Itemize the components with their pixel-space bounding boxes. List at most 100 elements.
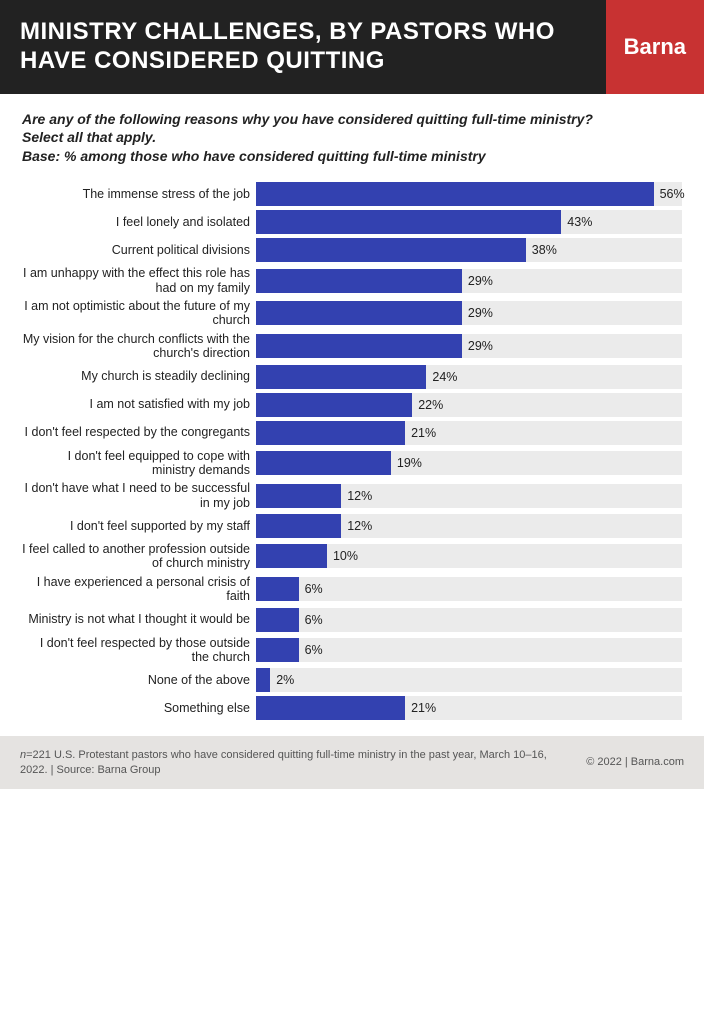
chart-row: I don't feel supported by my staff12% — [22, 514, 682, 538]
bar-track: 12% — [256, 484, 682, 508]
bar-value: 22% — [412, 398, 443, 412]
bar-label: Ministry is not what I thought it would … — [22, 612, 256, 626]
chart-row: Ministry is not what I thought it would … — [22, 608, 682, 632]
bar-label: None of the above — [22, 673, 256, 687]
bar-track: 56% — [256, 182, 682, 206]
bar-value: 19% — [391, 456, 422, 470]
bar-fill: 29% — [256, 334, 462, 358]
bar-value: 6% — [299, 643, 323, 657]
chart-row: I am unhappy with the effect this role h… — [22, 266, 682, 295]
header: MINISTRY CHALLENGES, BY PASTORS WHO HAVE… — [0, 0, 704, 94]
bar-value: 6% — [299, 613, 323, 627]
bar-track: 29% — [256, 269, 682, 293]
bar-track: 22% — [256, 393, 682, 417]
bar-label: I have experienced a personal crisis of … — [22, 575, 256, 604]
subhead: Are any of the following reasons why you… — [0, 94, 704, 177]
bar-label: I feel called to another profession outs… — [22, 542, 256, 571]
footer-copyright: © 2022 | Barna.com — [572, 755, 684, 769]
bar-value: 21% — [405, 426, 436, 440]
bar-value: 12% — [341, 489, 372, 503]
bar-label: My church is steadily declining — [22, 369, 256, 383]
bar-label: I am not satisfied with my job — [22, 397, 256, 411]
bar-track: 6% — [256, 577, 682, 601]
bar-value: 29% — [462, 339, 493, 353]
bar-fill: 24% — [256, 365, 426, 389]
chart-row: I feel lonely and isolated43% — [22, 210, 682, 234]
bar-value: 10% — [327, 549, 358, 563]
bar-fill: 6% — [256, 638, 299, 662]
bar-fill: 56% — [256, 182, 654, 206]
bar-label: I am not optimistic about the future of … — [22, 299, 256, 328]
chart-row: None of the above2% — [22, 668, 682, 692]
chart-row: I have experienced a personal crisis of … — [22, 575, 682, 604]
footer-note: n=221 U.S. Protestant pastors who have c… — [20, 748, 572, 777]
bar-fill: 38% — [256, 238, 526, 262]
bar-label: Something else — [22, 701, 256, 715]
bar-fill: 43% — [256, 210, 561, 234]
bar-track: 12% — [256, 514, 682, 538]
bar-track: 6% — [256, 638, 682, 662]
bar-label: My vision for the church conflicts with … — [22, 332, 256, 361]
chart-row: I don't feel respected by the congregant… — [22, 421, 682, 445]
bar-label: The immense stress of the job — [22, 187, 256, 201]
footer: n=221 U.S. Protestant pastors who have c… — [0, 736, 704, 789]
bar-track: 6% — [256, 608, 682, 632]
bar-value: 12% — [341, 519, 372, 533]
bar-value: 38% — [526, 243, 557, 257]
bar-value: 56% — [654, 187, 685, 201]
bar-fill: 6% — [256, 608, 299, 632]
bar-track: 29% — [256, 301, 682, 325]
page-title: MINISTRY CHALLENGES, BY PASTORS WHO HAVE… — [0, 0, 606, 94]
chart-row: I feel called to another profession outs… — [22, 542, 682, 571]
bar-fill: 21% — [256, 696, 405, 720]
bar-label: I don't feel equipped to cope with minis… — [22, 449, 256, 478]
bar-fill: 12% — [256, 484, 341, 508]
footer-text: =221 U.S. Protestant pastors who have co… — [20, 749, 547, 775]
bar-track: 24% — [256, 365, 682, 389]
bar-label: I don't have what I need to be successfu… — [22, 481, 256, 510]
bar-track: 21% — [256, 696, 682, 720]
chart-row: The immense stress of the job56% — [22, 182, 682, 206]
bar-label: I don't feel respected by the congregant… — [22, 425, 256, 439]
bar-track: 2% — [256, 668, 682, 692]
bar-track: 43% — [256, 210, 682, 234]
chart-row: I don't feel respected by those outside … — [22, 636, 682, 665]
bar-chart: The immense stress of the job56%I feel l… — [0, 176, 704, 736]
bar-fill: 2% — [256, 668, 270, 692]
chart-row: Something else21% — [22, 696, 682, 720]
chart-row: My vision for the church conflicts with … — [22, 332, 682, 361]
bar-fill: 22% — [256, 393, 412, 417]
base-line: Base: % among those who have considered … — [22, 147, 682, 166]
bar-value: 29% — [462, 306, 493, 320]
bar-track: 29% — [256, 334, 682, 358]
bar-label: I don't feel respected by those outside … — [22, 636, 256, 665]
bar-fill: 6% — [256, 577, 299, 601]
bar-value: 6% — [299, 582, 323, 596]
bar-track: 21% — [256, 421, 682, 445]
bar-value: 43% — [561, 215, 592, 229]
chart-row: I am not satisfied with my job22% — [22, 393, 682, 417]
bar-fill: 10% — [256, 544, 327, 568]
bar-value: 29% — [462, 274, 493, 288]
brand-logo: Barna — [606, 0, 704, 94]
question-line-2: Select all that apply. — [22, 128, 682, 147]
bar-value: 2% — [270, 673, 294, 687]
bar-track: 19% — [256, 451, 682, 475]
bar-track: 38% — [256, 238, 682, 262]
bar-label: I don't feel supported by my staff — [22, 519, 256, 533]
bar-fill: 19% — [256, 451, 391, 475]
bar-fill: 29% — [256, 301, 462, 325]
chart-row: My church is steadily declining24% — [22, 365, 682, 389]
bar-fill: 12% — [256, 514, 341, 538]
chart-row: I don't feel equipped to cope with minis… — [22, 449, 682, 478]
bar-value: 21% — [405, 701, 436, 715]
bar-value: 24% — [426, 370, 457, 384]
bar-track: 10% — [256, 544, 682, 568]
bar-fill: 21% — [256, 421, 405, 445]
bar-label: I am unhappy with the effect this role h… — [22, 266, 256, 295]
chart-row: Current political divisions38% — [22, 238, 682, 262]
chart-row: I don't have what I need to be successfu… — [22, 481, 682, 510]
question-line-1: Are any of the following reasons why you… — [22, 110, 682, 129]
bar-label: Current political divisions — [22, 243, 256, 257]
chart-row: I am not optimistic about the future of … — [22, 299, 682, 328]
